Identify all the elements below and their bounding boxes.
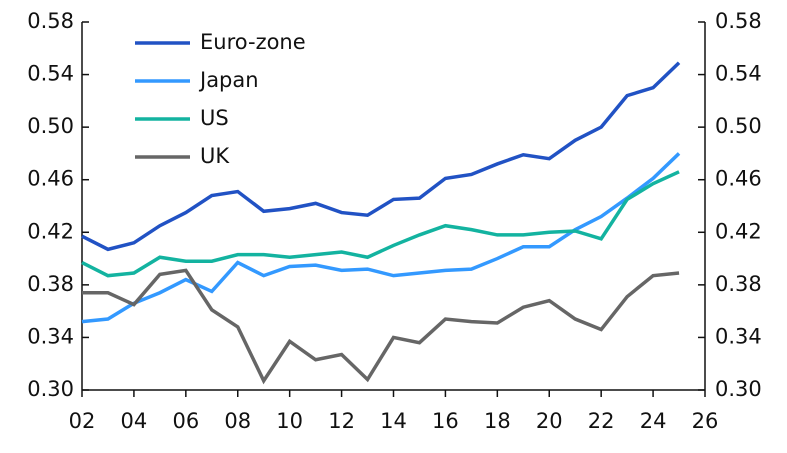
x-tick-label: 06 [172,409,199,433]
x-tick-label: 14 [380,409,407,433]
y2-tick-label: 0.42 [715,219,762,243]
y-tick-label: 0.34 [27,324,74,348]
series-line [81,170,680,278]
x-tick-label: 22 [588,409,615,433]
legend-label: UK [200,144,230,168]
legend-label: Japan [198,68,259,92]
legend-label: US [200,106,229,130]
x-tick-label: 20 [536,409,563,433]
y2-tick-label: 0.30 [715,377,762,401]
y2-tick-label: 0.38 [715,272,762,296]
y2-tick-label: 0.46 [715,167,762,191]
series-line [81,61,681,252]
y2-tick-label: 0.50 [715,114,762,138]
y2-tick-label: 0.34 [715,324,762,348]
y-tick-label: 0.50 [27,114,74,138]
y-tick-label: 0.30 [27,377,74,401]
x-tick-label: 24 [640,409,667,433]
x-tick-label: 16 [432,409,459,433]
x-tick-label: 12 [328,409,355,433]
y-tick-label: 0.38 [27,272,74,296]
x-tick-label: 08 [224,409,251,433]
series-line [82,268,680,385]
legend-label: Euro-zone [200,30,306,54]
y2-tick-label: 0.58 [715,9,762,33]
series-line [81,152,681,324]
y-tick-label: 0.42 [27,219,74,243]
y-tick-label: 0.58 [27,9,74,33]
y-tick-label: 0.46 [27,167,74,191]
x-tick-label: 26 [692,409,719,433]
y-tick-label: 0.54 [27,62,74,86]
x-tick-label: 04 [121,409,148,433]
x-tick-label: 02 [69,409,96,433]
x-tick-label: 18 [484,409,511,433]
x-tick-label: 10 [276,409,303,433]
y2-tick-label: 0.54 [715,62,762,86]
